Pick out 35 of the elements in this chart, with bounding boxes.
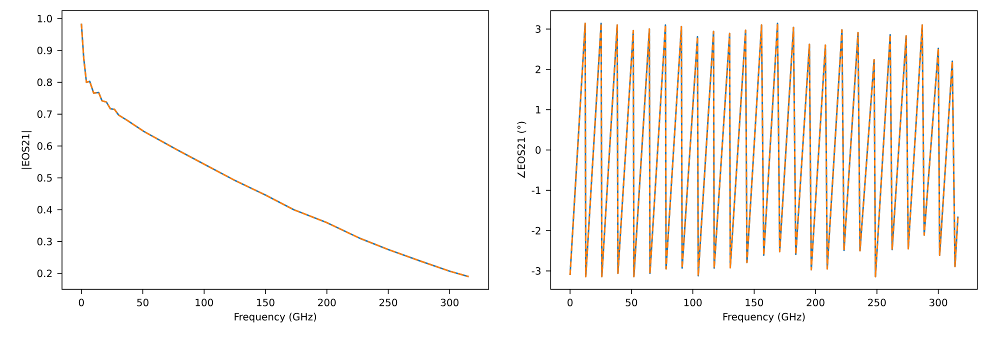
x-tick-label: 200 xyxy=(318,298,336,306)
x-tick-label: 100 xyxy=(196,298,214,306)
y-tick-label: 0.3 xyxy=(37,238,52,246)
y-tick-label: -3 xyxy=(532,267,540,275)
y-tick-label: 0.2 xyxy=(37,270,52,278)
y-axis-title: |EOS21| xyxy=(22,131,32,169)
x-axis-title: Frequency (GHz) xyxy=(723,312,805,322)
x-axis-title: Frequency (GHz) xyxy=(234,312,316,322)
y-tick-label: -1 xyxy=(532,186,540,194)
y-tick-label: 1 xyxy=(536,106,540,114)
y-tick-label: 0.7 xyxy=(37,110,52,118)
y-tick-label: 0.9 xyxy=(37,46,52,54)
y-tick-label: 1.0 xyxy=(38,14,52,22)
y-tick-label: 0.6 xyxy=(37,142,52,150)
x-tick-label: 150 xyxy=(746,298,764,306)
y-axis-title: ∠EOS21 (°) xyxy=(517,122,526,178)
line-series xyxy=(569,22,959,278)
x-tick-label: 150 xyxy=(257,298,274,306)
x-tick-label: 50 xyxy=(137,298,148,306)
x-tick-label: 100 xyxy=(684,298,702,306)
x-tick-label: 0 xyxy=(78,298,84,306)
x-tick-label: 250 xyxy=(379,298,398,306)
x-tick-label: 250 xyxy=(868,298,886,306)
y-tick-label: 3 xyxy=(536,25,540,33)
x-tick-label: 300 xyxy=(440,298,458,306)
x-tick-label: 200 xyxy=(806,298,824,306)
x-tick-label: 300 xyxy=(930,298,948,306)
y-tick-label: 0 xyxy=(536,146,541,154)
y-tick-label: -2 xyxy=(532,226,540,234)
x-tick-label: 0 xyxy=(568,298,573,306)
x-tick-label: 50 xyxy=(626,298,638,306)
y-tick-label: 0.8 xyxy=(37,78,52,86)
y-tick-label: 0.4 xyxy=(37,206,52,214)
y-tick-label: 2 xyxy=(536,66,540,74)
y-tick-label: 0.5 xyxy=(37,174,52,182)
